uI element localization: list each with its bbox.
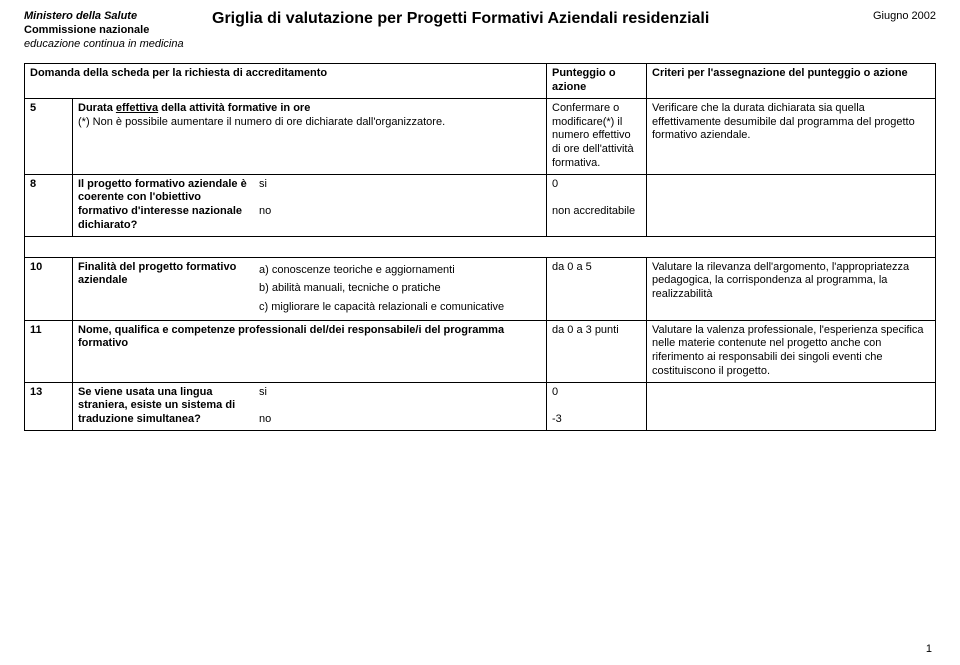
page-title: Griglia di valutazione per Progetti Form… (212, 10, 709, 27)
table-header-row: Domanda della scheda per la richiesta di… (25, 64, 936, 99)
row10-question: Finalità del progetto formativo aziendal… (73, 257, 547, 320)
row11-score: da 0 a 3 punti (547, 320, 647, 382)
row10-criteria: Valutare la rilevanza dell'argomento, l'… (647, 257, 936, 320)
row10-q-text: Finalità del progetto formativo aziendal… (78, 261, 259, 289)
commission-line: Commissione nazionale (24, 24, 204, 38)
row11-criteria: Valutare la valenza professionale, l'esp… (647, 320, 936, 382)
header-center: Griglia di valutazione per Progetti Form… (204, 10, 836, 28)
row13-options: si no (259, 386, 541, 427)
table-row: 5 Durata effettiva della attività format… (25, 98, 936, 174)
row-number: 8 (25, 174, 73, 236)
row13-criteria (647, 382, 936, 430)
row-number: 10 (25, 257, 73, 320)
table-row: 10 Finalità del progetto formativo azien… (25, 257, 936, 320)
row13-score: 0 -3 (547, 382, 647, 430)
row8-score: 0 non accreditabile (547, 174, 647, 236)
row8-q-text: Il progetto formativo aziendale è coeren… (78, 178, 259, 233)
row5-question: Durata effettiva della attività formativ… (73, 98, 547, 174)
page-header: Ministero della Salute Commissione nazio… (24, 10, 936, 51)
row-number: 13 (25, 382, 73, 430)
row10-options: a) conoscenze teoriche e aggiornamenti b… (259, 261, 541, 317)
header-date: Giugno 2002 (836, 10, 936, 22)
row5-note: (*) Non è possibile aumentare il numero … (78, 116, 445, 128)
col-header-score: Punteggio o azione (547, 64, 647, 99)
table-row: 13 Se viene usata una lingua straniera, … (25, 382, 936, 430)
row-number: 11 (25, 320, 73, 382)
row8-criteria (647, 174, 936, 236)
evaluation-grid-table: Domanda della scheda per la richiesta di… (24, 63, 936, 431)
page-number: 1 (926, 643, 932, 655)
row13-question: Se viene usata una lingua straniera, esi… (73, 382, 547, 430)
col-header-criteria: Criteri per l'assegnazione del punteggio… (647, 64, 936, 99)
header-left: Ministero della Salute Commissione nazio… (24, 10, 204, 51)
row5-q-part2: della attività formative in ore (158, 102, 310, 114)
row13-q-text: Se viene usata una lingua straniera, esi… (78, 386, 259, 427)
section-spacer (25, 236, 936, 257)
education-line: educazione continua in medicina (24, 38, 204, 52)
row-number: 5 (25, 98, 73, 174)
row8-options: si no (259, 178, 541, 219)
row5-q-under: effettiva (116, 102, 158, 114)
col-header-question: Domanda della scheda per la richiesta di… (25, 64, 547, 99)
row11-question: Nome, qualifica e competenze professiona… (73, 320, 547, 382)
table-row: 8 Il progetto formativo aziendale è coer… (25, 174, 936, 236)
row10-score: da 0 a 5 (547, 257, 647, 320)
table-row: 11 Nome, qualifica e competenze professi… (25, 320, 936, 382)
row8-question: Il progetto formativo aziendale è coeren… (73, 174, 547, 236)
ministry-line: Ministero della Salute (24, 10, 204, 24)
row5-score: Confermare o modificare(*) il numero eff… (547, 98, 647, 174)
row5-criteria: Verificare che la durata dichiarata sia … (647, 98, 936, 174)
row5-q-part1: Durata (78, 102, 116, 114)
